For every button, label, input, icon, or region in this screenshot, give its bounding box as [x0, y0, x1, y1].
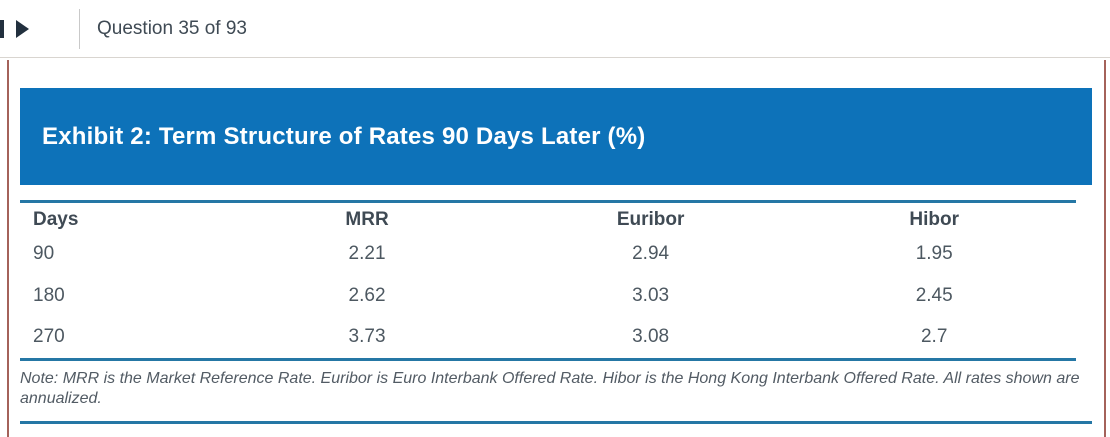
question-content-panel: Exhibit 2: Term Structure of Rates 90 Da…: [7, 60, 1106, 437]
topbar-divider: [79, 8, 80, 49]
rates-table: Days MRR Euribor Hibor 90 2.21 2.94 1.95 180 2.62…: [20, 200, 1076, 361]
column-header: Hibor: [909, 209, 959, 230]
table-cell: 90: [33, 243, 55, 264]
table-cell: 3.03: [632, 285, 670, 306]
column-header: MRR: [345, 209, 389, 230]
table-cell: 2.94: [632, 243, 670, 264]
table-header-row: Days MRR Euribor Hibor: [20, 202, 1076, 234]
exhibit-block: Exhibit 2: Term Structure of Rates 90 Da…: [20, 88, 1092, 424]
table-cell: 2.7: [920, 326, 948, 348]
table-cell: 3.73: [348, 326, 386, 348]
table-cell: 270: [33, 326, 65, 348]
table-row: 270 3.73 3.08 2.7: [20, 317, 1076, 359]
column-header: Days: [33, 209, 79, 230]
question-counter: Question 35 of 93: [97, 17, 247, 39]
exhibit-title: Exhibit 2: Term Structure of Rates 90 Da…: [42, 122, 646, 150]
exhibit-header-banner: Exhibit 2: Term Structure of Rates 90 Da…: [20, 88, 1092, 185]
table-cell: 180: [33, 285, 65, 306]
table-cell: 2.21: [348, 243, 386, 264]
question-navigation-bar: Question 35 of 93: [0, 0, 1110, 58]
play-next-icon[interactable]: [16, 19, 29, 38]
table-row: 180 2.62 3.03 2.45: [20, 275, 1076, 317]
table-cell: 2.45: [915, 285, 953, 306]
column-header: Euribor: [616, 209, 685, 230]
table-cell: 3.08: [632, 326, 670, 348]
table-cell: 1.95: [915, 243, 953, 264]
table-cell: 2.62: [348, 285, 386, 306]
table-row: 90 2.21 2.94 1.95: [20, 233, 1076, 275]
step-backward-icon[interactable]: [0, 19, 4, 38]
exhibit-footnote: Note: MRR is the Market Reference Rate. …: [20, 369, 1092, 424]
